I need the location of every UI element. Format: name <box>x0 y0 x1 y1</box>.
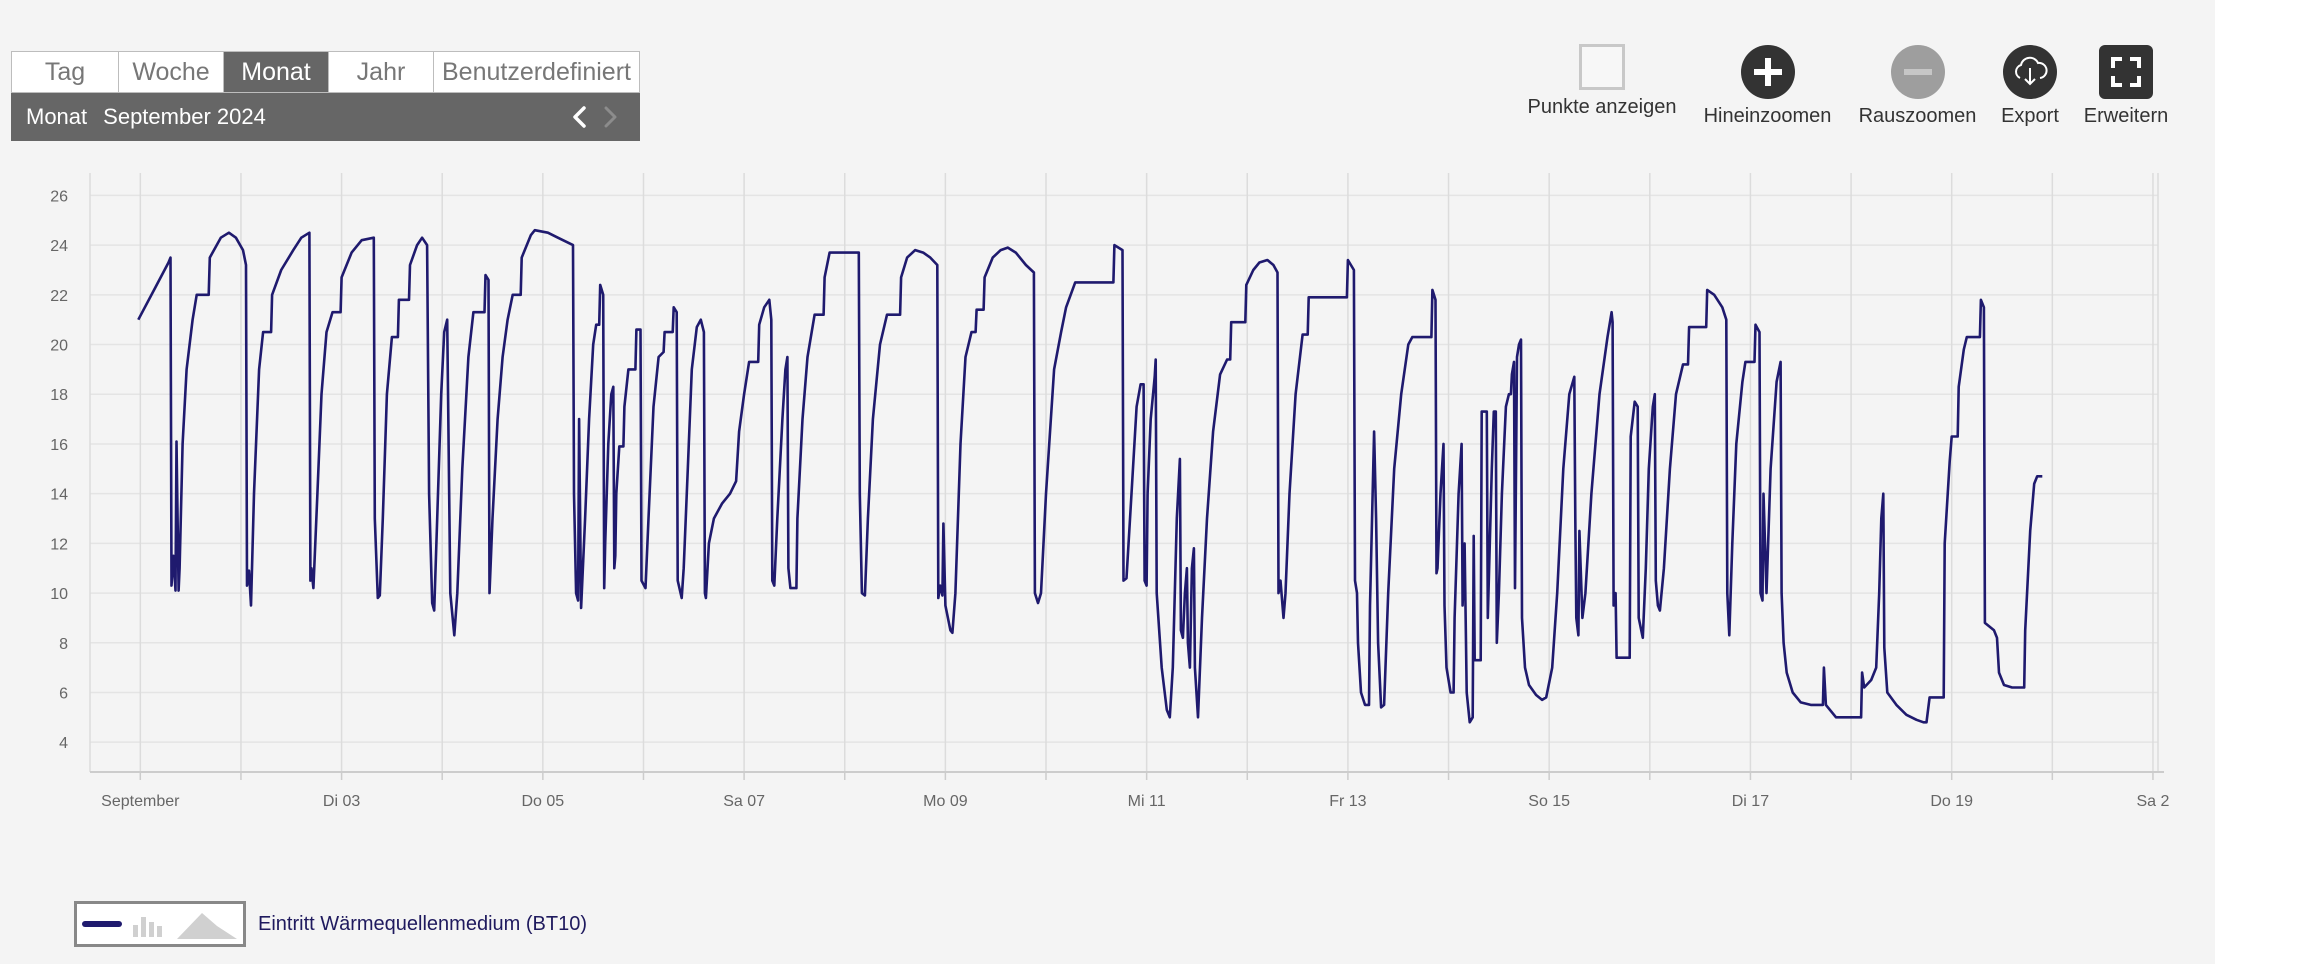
minus-circle-icon <box>1850 44 1985 105</box>
expand-button[interactable]: Erweitern <box>2080 44 2172 128</box>
y-tick-label: 12 <box>50 536 68 553</box>
y-tick-label: 16 <box>50 437 68 454</box>
plus-circle-icon <box>1695 44 1840 105</box>
line-chart[interactable]: 4 6 8 10 12 14 16 18 20 22 24 26 September Di 03 Do 05… <box>0 160 2215 820</box>
app-container: Tag Woche Monat Jahr Benutzerdefiniert M… <box>0 0 2215 964</box>
x-tick-label: So 15 <box>1528 793 1570 810</box>
y-tick-label: 22 <box>50 288 68 305</box>
tab-woche[interactable]: Woche <box>119 52 224 92</box>
zoom-in-label: Hineinzoomen <box>1703 105 1832 127</box>
legend-label: Eintritt Wärmequellenmedium (BT10) <box>258 912 587 935</box>
x-tick-label: Di 17 <box>1732 793 1769 810</box>
tab-jahr[interactable]: Jahr <box>329 52 434 92</box>
zoom-out-button[interactable]: Rauszoomen <box>1850 44 1985 128</box>
zoom-out-label: Rauszoomen <box>1858 105 1977 127</box>
fullscreen-icon <box>2080 44 2172 105</box>
area-series-icon <box>177 913 237 939</box>
x-tick-label: Fr 13 <box>1329 793 1366 810</box>
checkbox-icon[interactable] <box>1579 44 1625 90</box>
y-tick-label: 10 <box>50 586 68 603</box>
x-tick-label: Do 19 <box>1930 793 1973 810</box>
y-tick-label: 26 <box>50 188 68 205</box>
y-tick-label: 6 <box>59 685 68 702</box>
tab-benutzerdefiniert[interactable]: Benutzerdefiniert <box>441 58 631 86</box>
x-tick-label: Di 03 <box>323 793 360 810</box>
export-label: Export <box>2001 105 2059 127</box>
y-tick-label: 8 <box>59 636 68 653</box>
y-tick-label: 4 <box>59 735 68 752</box>
x-tick-label: Mo 09 <box>923 793 968 810</box>
show-points-label: Punkte anzeigen <box>1527 96 1677 118</box>
tab-tag[interactable]: Tag <box>12 52 119 92</box>
show-points-toggle[interactable]: Punkte anzeigen <box>1522 44 1682 119</box>
y-tick-label: 18 <box>50 387 68 404</box>
period-type-label: Monat <box>26 104 88 129</box>
chart-series <box>137 228 2043 724</box>
expand-label: Erweitern <box>2083 105 2169 127</box>
x-tick-label: Sa 07 <box>723 793 765 810</box>
zoom-in-button[interactable]: Hineinzoomen <box>1695 44 1840 128</box>
cloud-download-icon <box>1990 44 2070 105</box>
line-series-icon <box>82 921 122 927</box>
period-value: September 2024 <box>103 104 266 129</box>
x-tick-label: September <box>101 793 180 810</box>
chart-axes: 4 6 8 10 12 14 16 18 20 22 24 26 September Di 03 Do 05… <box>50 188 2169 810</box>
x-tick-label: Mi 11 <box>1128 793 1166 810</box>
range-tabs: Tag Woche Monat Jahr Benutzerdefiniert <box>11 51 640 93</box>
y-tick-label: 14 <box>50 487 68 504</box>
y-tick-label: 20 <box>50 338 68 355</box>
bar-series-icon <box>133 925 138 937</box>
x-tick-label: Sa 2 <box>2137 793 2170 810</box>
period-bar: Monat September 2024 <box>11 93 640 141</box>
legend-item[interactable]: Eintritt Wärmequellenmedium (BT10) <box>74 901 587 947</box>
export-button[interactable]: Export <box>1990 44 2070 128</box>
chevron-right-icon[interactable] <box>596 103 624 131</box>
x-tick-label: Do 05 <box>521 793 564 810</box>
y-tick-label: 24 <box>50 238 68 255</box>
series-line <box>137 228 2043 724</box>
tab-monat[interactable]: Monat <box>224 52 329 92</box>
legend-swatch[interactable] <box>74 901 246 947</box>
chevron-left-icon[interactable] <box>566 103 594 131</box>
